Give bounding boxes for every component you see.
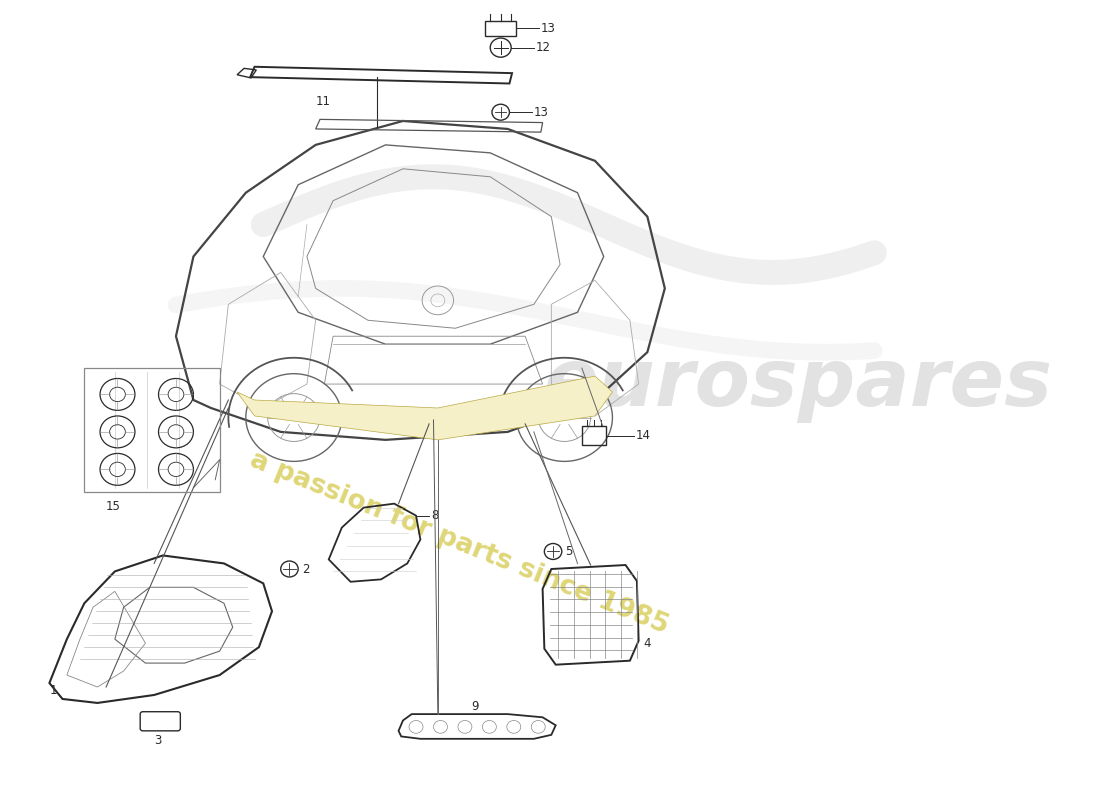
- Text: 1: 1: [50, 685, 57, 698]
- Text: 14: 14: [636, 430, 651, 442]
- Text: 11: 11: [316, 94, 331, 107]
- Text: 15: 15: [106, 499, 121, 513]
- Text: 8: 8: [431, 509, 438, 522]
- Text: 13: 13: [541, 22, 556, 35]
- Text: 13: 13: [534, 106, 549, 118]
- Text: 9: 9: [472, 700, 480, 713]
- Text: 3: 3: [154, 734, 162, 747]
- Text: 4: 4: [644, 637, 650, 650]
- Text: a passion for parts since 1985: a passion for parts since 1985: [245, 447, 672, 640]
- Text: 12: 12: [536, 41, 551, 54]
- Text: 2: 2: [301, 562, 309, 575]
- Text: 5: 5: [565, 545, 573, 558]
- Text: eurospares: eurospares: [542, 345, 1052, 423]
- Polygon shape: [238, 376, 613, 440]
